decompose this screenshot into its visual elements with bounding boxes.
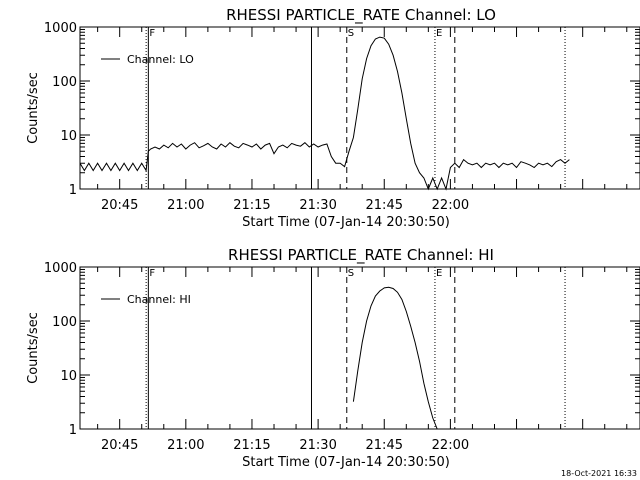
x-tick-label: 21:45 [366, 198, 403, 213]
legend-label-hi: Channel: HI [127, 293, 191, 306]
x-tick-label: 21:15 [233, 198, 270, 213]
plot-frame-lo [79, 26, 640, 190]
y-tick-label: 100 [52, 315, 77, 330]
x-tick-label: 21:00 [167, 198, 204, 213]
x-tick-label: 21:30 [299, 198, 336, 213]
y-tick-label: 10 [60, 129, 77, 144]
legend-label-lo: Channel: LO [127, 53, 194, 66]
x-axis-lo: 20:45 21:00 21:15 21:30 21:45 22:00 [97, 27, 628, 213]
x-tick-label: 22:00 [432, 438, 469, 453]
event-marker-label: E [436, 28, 442, 39]
legend-lo: Channel: LO [101, 53, 194, 66]
x-tick-label: 21:00 [167, 438, 204, 453]
y-tick-label: 10 [60, 369, 77, 384]
x-axis-hi: 20:45 21:00 21:15 21:30 21:45 22:00 [97, 267, 628, 453]
footer-timestamp: 18-Oct-2021 16:33 [561, 469, 637, 478]
x-tick-label: 20:45 [101, 198, 138, 213]
series-line-lo [79, 36, 570, 191]
event-marker-label: S [348, 28, 354, 39]
y-tick-label: 1 [69, 423, 77, 438]
x-tick-label: 20:45 [101, 438, 138, 453]
chart-panel-hi: RHESSI PARTICLE_RATE Channel: HI 1101001… [26, 246, 640, 470]
chart-panel-lo: RHESSI PARTICLE_RATE Channel: LO 1101001… [26, 6, 640, 230]
chart-title-hi: RHESSI PARTICLE_RATE Channel: HI [228, 246, 494, 265]
y-tick-label: 1000 [44, 21, 77, 36]
y-axis-hi: 1 10 100 1000 [44, 261, 640, 438]
event-marker-label: E [436, 268, 442, 279]
x-axis-label-hi: Start Time (07-Jan-14 20:30:50) [242, 455, 450, 470]
x-tick-label: 22:00 [432, 198, 469, 213]
y-axis-lo: 1 10 100 1000 [44, 21, 640, 198]
event-marker-label: F [149, 28, 155, 39]
x-tick-label: 21:15 [233, 438, 270, 453]
chart-title-lo: RHESSI PARTICLE_RATE Channel: LO [226, 6, 496, 25]
x-tick-label: 21:30 [299, 438, 336, 453]
plot-frame-hi [79, 266, 640, 430]
y-tick-label: 1000 [44, 261, 77, 276]
y-tick-label: 1 [69, 183, 77, 198]
y-axis-label-hi: Counts/sec [26, 312, 41, 384]
x-axis-label-lo: Start Time (07-Jan-14 20:30:50) [242, 215, 450, 230]
series-line-hi [352, 286, 438, 430]
event-marker-label: F [149, 268, 155, 279]
legend-hi: Channel: HI [101, 293, 191, 306]
x-tick-label: 21:45 [366, 438, 403, 453]
y-axis-label-lo: Counts/sec [26, 72, 41, 144]
y-tick-label: 100 [52, 75, 77, 90]
event-marker-label: S [348, 268, 354, 279]
